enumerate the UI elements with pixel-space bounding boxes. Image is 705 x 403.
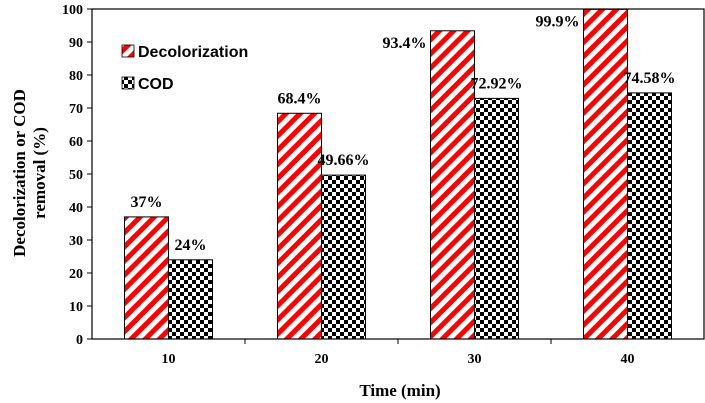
y-tick-label: 70: [69, 102, 83, 117]
bar-cod-10: [168, 259, 213, 340]
data-label-cod-30: 72.92%: [471, 75, 523, 92]
y-tick-label: 10: [69, 300, 83, 315]
y-tick-label: 20: [69, 267, 83, 282]
bars-group: [124, 8, 672, 340]
data-label-decolorization-10: 37%: [131, 194, 163, 211]
y-tick-label: 40: [69, 201, 83, 216]
y-tick-label: 30: [69, 234, 83, 249]
bar-decolorization-10: [124, 216, 169, 340]
bar-cod-30: [474, 97, 519, 340]
data-label-decolorization-20: 68.4%: [278, 90, 322, 107]
y-tick-label: 50: [69, 168, 83, 183]
data-label-cod-20: 49.66%: [318, 152, 370, 169]
y-tick-label: 80: [69, 69, 83, 84]
y-tick-label: 60: [69, 135, 83, 150]
plot-frame: [91, 8, 705, 340]
legend-label-decolorization: Decolorization: [138, 44, 248, 61]
data-label-cod-40: 74.58%: [624, 70, 676, 87]
legend-swatch-cod: [121, 76, 135, 90]
x-tick-label: 10: [162, 352, 176, 367]
x-tick-label: 30: [468, 352, 482, 367]
bar-decolorization-40: [583, 8, 628, 340]
y-axis-title: Decolorization or COD removal (%): [10, 89, 49, 257]
x-axis-title: Time (min): [359, 381, 440, 400]
x-tick-label: 40: [621, 352, 635, 367]
legend: Decolorization COD: [121, 44, 248, 93]
bar-decolorization-30: [430, 30, 475, 340]
x-tick-label: 20: [315, 352, 329, 367]
y-tick-label: 100: [62, 3, 83, 18]
y-axis-title-line-2: removal (%): [30, 127, 49, 219]
data-label-decolorization-40: 99.9%: [536, 13, 580, 30]
data-label-decolorization-30: 93.4%: [383, 35, 427, 52]
bar-cod-40: [627, 92, 672, 340]
data-labels-group: 37% 24% 68.4% 49.66% 93.4% 72.92% 99.9% 74.58%: [131, 13, 676, 253]
y-axis-ticks: 0 10 20 30 40 50 60 70 80 90 100: [62, 3, 92, 348]
x-axis-ticks: 10 20 30 40: [162, 339, 635, 367]
legend-swatch-decolorization: [121, 44, 135, 58]
y-axis-title-line-1: Decolorization or COD: [10, 89, 29, 257]
data-label-cod-10: 24%: [175, 237, 207, 254]
y-tick-label: 90: [69, 36, 83, 51]
legend-label-cod: COD: [138, 76, 174, 93]
bar-decolorization-20: [277, 112, 322, 340]
bar-cod-20: [321, 174, 366, 340]
y-tick-label: 0: [76, 333, 83, 348]
